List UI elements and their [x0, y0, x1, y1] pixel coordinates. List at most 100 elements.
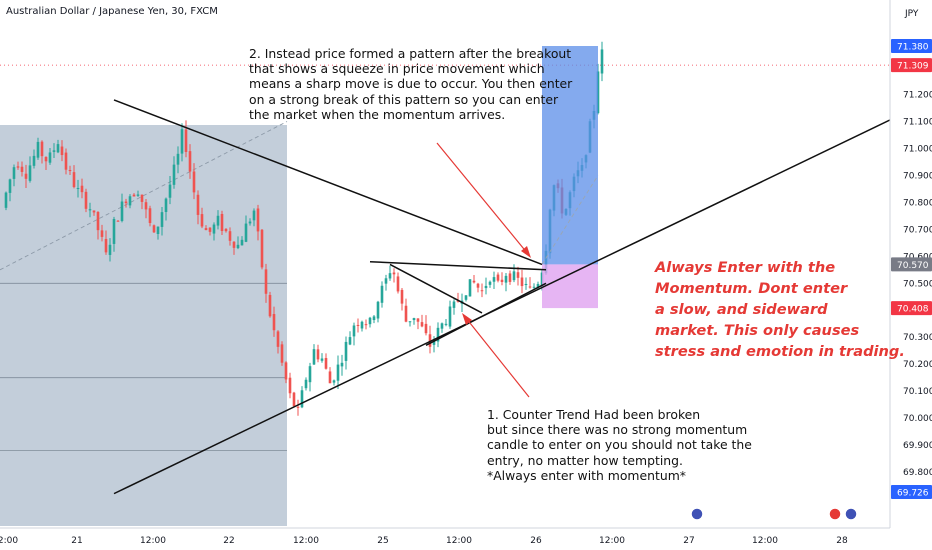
candle-body [260, 229, 264, 268]
candle-body [216, 215, 220, 226]
candle-body [124, 201, 128, 204]
y-tick-label: 70.300 [903, 333, 932, 343]
candle-body [60, 146, 64, 156]
y-tick-label: 70.500 [903, 279, 932, 289]
trend-lines [113, 99, 899, 495]
candle-body [320, 358, 324, 361]
arrow-line-note2 [436, 142, 529, 255]
flag-icon[interactable] [828, 507, 842, 521]
currency-label: JPY [904, 9, 919, 19]
candle-body [240, 239, 244, 246]
candle-body [68, 170, 72, 172]
candle-body [508, 273, 512, 282]
x-tick-label: 28 [836, 536, 848, 546]
trend-line [425, 282, 547, 346]
x-tick-label: 12:00 [446, 536, 472, 546]
x-axis-panel[interactable]: 2:00 21 12:00 22 12:00 25 12:00 26 12:00 27 12:00 2… [0, 527, 932, 550]
y-tick-label: 70.000 [903, 414, 932, 424]
candle-body [452, 301, 456, 308]
candle-body [72, 172, 76, 188]
flag-icon[interactable] [690, 507, 704, 521]
candle-body [152, 225, 156, 233]
candle-body [92, 210, 96, 213]
candle-body [372, 316, 376, 321]
candle-body [132, 194, 136, 197]
candle-body [456, 300, 460, 302]
price-label-box [891, 58, 932, 73]
position-diagonal [541, 175, 599, 265]
candle-body [244, 223, 248, 242]
flag-icon[interactable] [844, 507, 858, 521]
candle-body [520, 277, 524, 287]
candle-body [32, 155, 36, 166]
candle-body [104, 238, 108, 253]
candle-body [296, 406, 300, 408]
price-label-box [891, 301, 932, 316]
arrow-head-note1 [462, 313, 472, 325]
candle-body [212, 224, 216, 234]
candle-body [48, 152, 52, 163]
candle-body [136, 194, 140, 196]
stop-zone [542, 264, 598, 309]
candle-body [400, 289, 404, 304]
candle-body [360, 321, 364, 329]
candle-body [424, 323, 428, 334]
y-tick-label: 70.600 [903, 252, 932, 262]
y-tick-label: 69.800 [903, 468, 932, 478]
y-tick-label: 69.900 [903, 441, 932, 451]
candle-body [388, 273, 392, 279]
candle-body [100, 230, 104, 237]
horizontal-grid [0, 64, 890, 451]
candle-body [480, 290, 484, 292]
arrow-head-note2 [521, 246, 531, 258]
candle-body [180, 129, 184, 154]
candle-body [528, 286, 532, 288]
candle-body [392, 272, 396, 275]
candle-body [348, 337, 352, 345]
candle-body [300, 390, 304, 408]
candle-body [252, 210, 256, 221]
x-tick-label: 21 [71, 536, 82, 546]
candle-body [504, 275, 508, 283]
candle-body [284, 362, 288, 380]
candle-body [396, 276, 400, 292]
candle-body [404, 305, 408, 322]
candle-body [484, 285, 488, 289]
candle-body [192, 171, 196, 193]
annotation-note-3: Always Enter with the Momentum. Dont ent… [655, 259, 905, 360]
candle-body [184, 129, 188, 152]
trend-line [389, 263, 483, 314]
y-axis-panel[interactable]: JPY 71.30071.20071.10071.00070.90070.800… [889, 0, 932, 550]
x-tick-label: 27 [683, 536, 694, 546]
candle-body [264, 269, 268, 294]
x-tick-label: 2:00 [0, 536, 18, 546]
candle-body [204, 228, 208, 231]
candle-body [228, 231, 232, 241]
candle-body [532, 286, 536, 288]
candle-body [408, 321, 412, 323]
candle-body [440, 323, 444, 329]
y-tick-label: 70.800 [903, 198, 932, 208]
candle-body [524, 284, 528, 286]
candle-body [420, 322, 424, 327]
candle-body [248, 221, 252, 224]
candle-body [56, 144, 60, 153]
candle-body [496, 274, 500, 281]
position-tool[interactable] [541, 46, 599, 309]
candle-body [368, 317, 372, 325]
candle-body [156, 226, 160, 235]
candle-body [288, 377, 292, 394]
y-axis-background [890, 0, 932, 550]
annotation-note-2: 2. Instead price formed a pattern after … [249, 46, 573, 122]
candle-body [8, 179, 12, 193]
candle-body [364, 324, 368, 326]
candle-body [196, 194, 200, 215]
event-flags[interactable] [690, 507, 858, 521]
candle-body [88, 209, 92, 211]
x-tick-label: 22 [223, 536, 234, 546]
annotation-arrows [436, 142, 531, 398]
chart-title: Australian Dollar / Japanese Yen, 30, FX… [6, 6, 218, 17]
candle-body [236, 244, 240, 249]
candle-body [120, 201, 124, 222]
